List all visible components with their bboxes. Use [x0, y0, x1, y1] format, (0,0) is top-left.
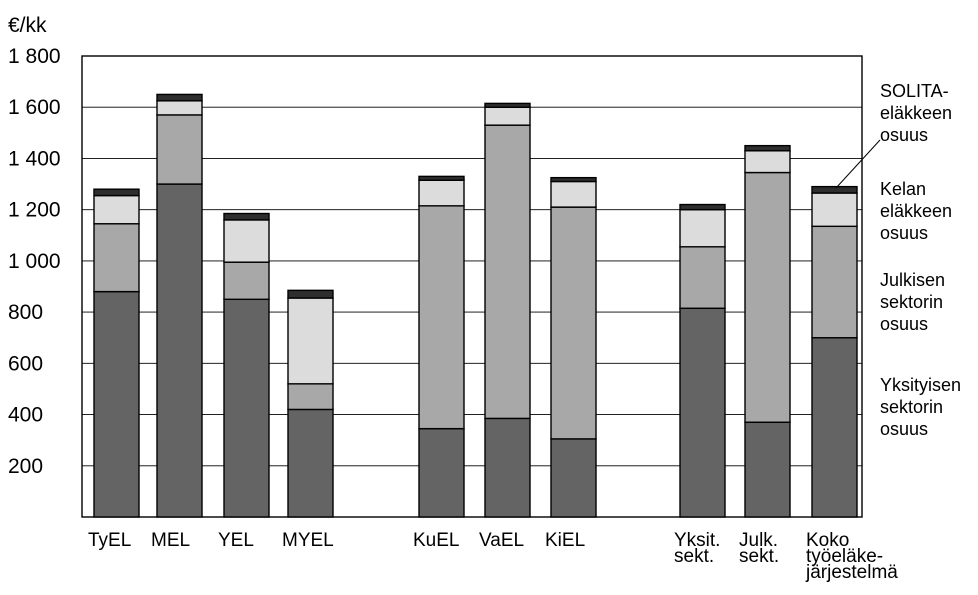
- bar-segment: [93, 223, 140, 293]
- bar-segment: [550, 180, 597, 208]
- bar-segment: [287, 408, 334, 518]
- gridlines: [82, 106, 862, 467]
- y-tick-label: 800: [8, 301, 43, 324]
- y-tick-label: 200: [8, 455, 43, 478]
- legend-label: osuus: [880, 223, 928, 243]
- bar-segment: [679, 208, 726, 248]
- y-tick-label: 400: [8, 404, 43, 427]
- y-tick-label: 1 000: [8, 250, 61, 273]
- x-tick-label: Yksit.: [674, 530, 720, 551]
- bar-segment: [484, 417, 531, 518]
- bar-segment: [223, 298, 270, 518]
- bar-segment: [811, 337, 858, 518]
- plot-area: [81, 55, 863, 518]
- legend-label: osuus: [880, 314, 928, 334]
- y-tick-labels: 200 400 600 800 1 000 1 200 1 400 1 600 1 800: [8, 45, 61, 478]
- bar-segment: [550, 438, 597, 518]
- bars: [93, 93, 858, 518]
- bar-segment: [484, 102, 531, 108]
- x-tick-label: sekt.: [739, 546, 779, 567]
- y-tick-label: 1 600: [8, 96, 61, 119]
- bar-segment: [811, 185, 858, 194]
- x-tick-label: MEL: [151, 530, 190, 551]
- bar-segment: [223, 219, 270, 263]
- bar-segment: [484, 124, 531, 420]
- legend-label: Julkisen: [880, 270, 945, 290]
- bar-segment: [744, 150, 791, 174]
- legend-label: sektorin: [880, 292, 943, 312]
- bar-segment: [744, 144, 791, 152]
- legend-label: eläkkeen: [880, 103, 952, 123]
- legend: SOLITA-eläkkeenosuusKelaneläkkeenosuusJu…: [835, 81, 961, 439]
- bar-segment: [418, 175, 465, 181]
- x-tick-label: järjestelmä: [805, 562, 898, 583]
- bar-segment: [223, 212, 270, 221]
- bar-segment: [156, 100, 203, 116]
- bar-segment: [744, 171, 791, 423]
- x-tick-label: Julk.: [739, 530, 778, 551]
- bar-segment: [679, 307, 726, 518]
- bar-segment: [156, 183, 203, 518]
- x-tick-label: MYEL: [282, 530, 334, 551]
- y-tick-label: 1 400: [8, 147, 61, 170]
- legend-label: Kelan: [880, 179, 926, 199]
- bar-segment: [418, 179, 465, 207]
- bar-segment: [550, 206, 597, 440]
- y-tick-label: 600: [8, 352, 43, 375]
- bar-segment: [156, 93, 203, 102]
- bar-segment: [223, 261, 270, 301]
- bar-segment: [679, 246, 726, 309]
- legend-label: sektorin: [880, 397, 943, 417]
- bar-segment: [811, 192, 858, 228]
- x-tick-label: YEL: [218, 530, 254, 551]
- bar-segment: [287, 297, 334, 385]
- y-tick-label: 1 800: [8, 45, 61, 68]
- bar-segment: [744, 421, 791, 518]
- x-tick-label: VaEL: [479, 530, 524, 551]
- legend-label: SOLITA-: [880, 81, 949, 101]
- bar-segment: [93, 194, 140, 225]
- x-tick-label: työeläke-: [806, 546, 883, 567]
- bar-segment: [418, 427, 465, 518]
- y-unit-label: €/kk: [8, 14, 47, 37]
- bar-segment: [287, 383, 334, 411]
- bar-segment: [484, 106, 531, 126]
- bar-segment: [418, 205, 465, 430]
- x-tick-label: Koko: [806, 530, 849, 551]
- bar-segment: [156, 114, 203, 185]
- legend-label: eläkkeen: [880, 201, 952, 221]
- bar-segment: [550, 176, 597, 183]
- legend-label: osuus: [880, 419, 928, 439]
- x-tick-label: KuEL: [413, 530, 459, 551]
- x-tick-labels: TyEL MEL YEL MYEL KuEL VaEL KiEL Yksit.sekt.Jul…: [88, 530, 898, 583]
- bar-segment: [93, 290, 140, 518]
- bar-segment: [93, 188, 140, 197]
- y-tick-label: 1 200: [8, 199, 61, 222]
- x-tick-label: sekt.: [674, 546, 714, 567]
- bar-segment: [679, 203, 726, 211]
- legend-leader-line: [835, 139, 881, 189]
- bar-segment: [811, 225, 858, 339]
- legend-label: osuus: [880, 125, 928, 145]
- x-tick-label: KiEL: [545, 530, 585, 551]
- bar-segment: [287, 289, 334, 299]
- x-tick-label: TyEL: [88, 530, 131, 551]
- legend-label: Yksityisen: [880, 375, 961, 395]
